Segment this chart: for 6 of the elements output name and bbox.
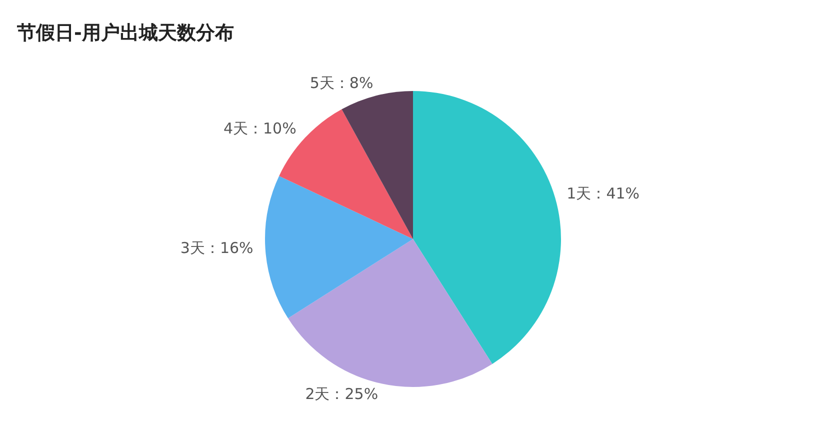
slice-label: 1天：41%: [566, 184, 640, 202]
slice-label: 2天：25%: [305, 385, 378, 404]
slice-label: 4天：10%: [223, 119, 296, 138]
chart-title: 节假日-用户出城天数分布: [17, 21, 234, 46]
slice-label: 5天：8%: [310, 74, 374, 92]
slice-label: 3天：16%: [180, 238, 254, 257]
